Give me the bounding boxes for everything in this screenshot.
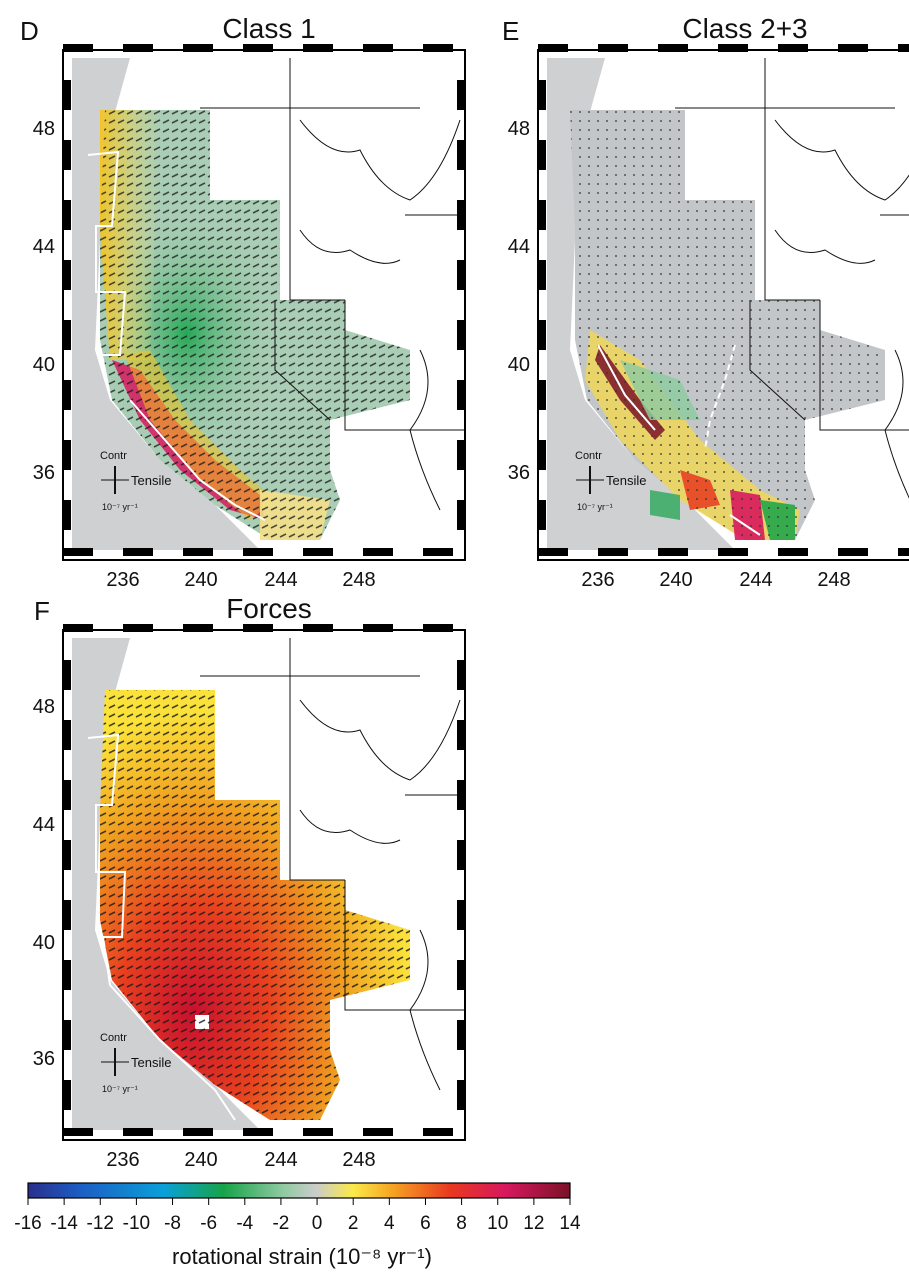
svg-text:Contr: Contr	[575, 450, 602, 462]
colorbar: -16 -14 -12 -10 -8 -6 -4 -2 0 2 4 6 8 10 12 14 rotation…	[14, 1182, 581, 1269]
colorbar-tick-label: -4	[236, 1213, 253, 1234]
svg-text:240: 240	[184, 1149, 217, 1171]
colorbar-tick-label: -8	[164, 1213, 181, 1234]
colorbar-tick-label: -10	[123, 1213, 150, 1234]
svg-text:36: 36	[33, 1048, 55, 1070]
colorbar-tick-label: -6	[200, 1213, 217, 1234]
colorbar-tick-label: 12	[523, 1213, 544, 1234]
panel-class-1: D Class 1 48	[20, 13, 466, 591]
svg-text:10⁻⁷ yr⁻¹: 10⁻⁷ yr⁻¹	[102, 502, 138, 512]
svg-text:10⁻⁷ yr⁻¹: 10⁻⁷ yr⁻¹	[102, 1084, 138, 1094]
colorbar-ticks: -16 -14 -12 -10 -8 -6 -4 -2 0 2 4 6 8 10 12 14	[14, 1198, 581, 1234]
svg-text:236: 236	[106, 569, 139, 591]
panel-forces: F Forces 48 44 40 36 236 240	[33, 593, 466, 1171]
svg-text:40: 40	[33, 354, 55, 376]
colorbar-tick-label: 4	[384, 1213, 395, 1234]
colorbar-label: rotational strain (10⁻⁸ yr⁻¹)	[172, 1244, 432, 1269]
svg-text:40: 40	[508, 354, 530, 376]
colorbar-tick-label: 2	[348, 1213, 359, 1234]
frame-scale-bars	[63, 44, 465, 556]
panel-title: Class 1	[222, 13, 315, 44]
latitude-labels: 48 44 40 36	[508, 118, 530, 484]
svg-text:248: 248	[817, 569, 850, 591]
svg-text:244: 244	[264, 569, 297, 591]
svg-text:244: 244	[739, 569, 772, 591]
panel-class-2-3: E Class 2+3 48 44 40	[502, 13, 909, 591]
svg-text:Tensile: Tensile	[131, 473, 171, 488]
longitude-labels: 236 240 244 248	[581, 569, 850, 591]
panel-letter: E	[502, 16, 519, 46]
svg-text:44: 44	[508, 236, 530, 258]
ocean-area	[72, 58, 260, 550]
colorbar-tick-label: 0	[312, 1213, 323, 1234]
svg-text:40: 40	[33, 932, 55, 954]
svg-text:36: 36	[33, 462, 55, 484]
colorbar-scale	[27, 1182, 571, 1199]
colorbar-tick-label: 14	[559, 1213, 581, 1234]
longitude-labels: 236 240 244 248	[106, 1149, 375, 1171]
colorbar-tick-label: 8	[456, 1213, 467, 1234]
strain-scale-legend: Contr Tensile 10⁻⁷ yr⁻¹	[575, 450, 646, 512]
panel-letter: D	[20, 16, 39, 46]
strain-scale-legend: Contr Tensile 10⁻⁷ yr⁻¹	[100, 450, 171, 512]
svg-text:Contr: Contr	[100, 1032, 127, 1044]
svg-text:240: 240	[184, 569, 217, 591]
svg-text:48: 48	[508, 118, 530, 140]
colorbar-tick-label: -12	[87, 1213, 114, 1234]
svg-text:Tensile: Tensile	[606, 473, 646, 488]
svg-text:Contr: Contr	[100, 450, 127, 462]
svg-text:10⁻⁷ yr⁻¹: 10⁻⁷ yr⁻¹	[577, 502, 613, 512]
colorbar-tick-label: -14	[50, 1213, 78, 1234]
svg-text:44: 44	[33, 814, 55, 836]
colorbar-tick-label: -16	[14, 1213, 41, 1234]
panel-title: Class 2+3	[682, 13, 807, 44]
longitude-labels: 236 240 244 248	[106, 569, 375, 591]
colorbar-tick-label: -2	[272, 1213, 289, 1234]
colorbar-tick-label: 6	[420, 1213, 431, 1234]
strain-scale-legend: Contr Tensile 10⁻⁷ yr⁻¹	[100, 1032, 171, 1094]
svg-text:48: 48	[33, 696, 55, 718]
svg-text:244: 244	[264, 1149, 297, 1171]
svg-text:236: 236	[106, 1149, 139, 1171]
latitude-labels: 48 44 40 36	[33, 696, 55, 1070]
svg-text:240: 240	[659, 569, 692, 591]
svg-text:48: 48	[33, 118, 55, 140]
svg-text:Tensile: Tensile	[131, 1055, 171, 1070]
svg-text:248: 248	[342, 1149, 375, 1171]
svg-text:236: 236	[581, 569, 614, 591]
panel-title: Forces	[226, 593, 312, 624]
latitude-labels: 48 44 40 36	[33, 118, 55, 484]
svg-text:44: 44	[33, 236, 55, 258]
colorbar-tick-label: 10	[487, 1213, 508, 1234]
svg-text:248: 248	[342, 569, 375, 591]
svg-text:36: 36	[508, 462, 530, 484]
panel-letter: F	[34, 596, 50, 626]
